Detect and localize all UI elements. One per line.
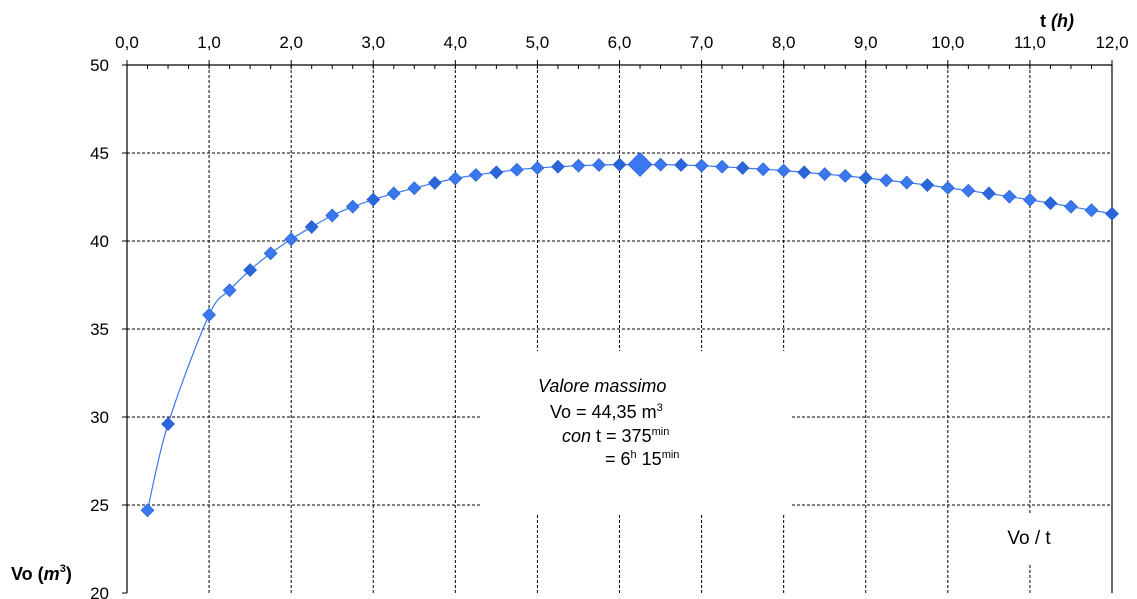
annotation-time-hours: = 6h 15min [605,449,680,469]
data-point-marker [345,199,360,214]
data-point-marker [427,175,442,190]
y-tick-label: 45 [90,144,109,163]
grid [127,65,1113,593]
data-point-marker [222,283,237,298]
data-point-marker [386,186,401,201]
data-point-marker [694,158,709,173]
x-tick-label: 4,0 [444,33,468,52]
data-point-marker [592,158,606,172]
y-tick-label: 25 [90,496,109,515]
data-point-marker [858,171,873,185]
data-point-marker [263,246,278,261]
data-point-marker [571,158,586,173]
data-point-marker [448,171,463,186]
data-point-marker [715,159,730,174]
axes [122,60,1113,594]
data-point-marker [612,157,627,172]
y-axis-title: Vo (m3) [11,563,72,584]
data-point-marker [243,263,258,277]
x-tick-label: 7,0 [690,33,714,52]
data-point-marker [1002,189,1017,204]
annotation-title: Valore massimo [538,376,667,396]
data-point-marker [1105,206,1119,221]
x-tick-label: 5,0 [526,33,550,52]
data-point-marker [468,168,483,182]
x-tick-label: 8,0 [772,33,796,52]
series-vo-t [140,152,1119,518]
annotation-time-minutes: con t = 375min [562,426,670,446]
data-point-marker [407,181,422,196]
data-point-marker [920,178,935,192]
data-point-marker [489,165,504,180]
data-point-marker [1022,192,1037,207]
data-point-marker [961,183,976,198]
x-tick-label: 3,0 [361,33,385,52]
data-point-marker [797,165,812,180]
data-point-marker [879,173,894,188]
data-point-marker [653,157,668,172]
x-tick-label: 0,0 [115,33,139,52]
y-tick-label: 40 [90,232,109,251]
data-point-marker [509,162,524,177]
legend-label: Vo / t [1007,528,1051,549]
data-point-marker [674,158,688,172]
data-point-marker [325,208,340,223]
data-point-marker [304,219,319,234]
data-point-marker [1064,199,1078,214]
data-point-marker [202,307,217,322]
data-point-marker [551,159,565,174]
y-tick-label: 30 [90,408,109,427]
data-point-marker [776,163,791,178]
data-point-marker [981,186,996,201]
x-tick-label: 12,0 [1095,33,1128,52]
data-point-marker [899,175,914,190]
x-tick-label: 9,0 [854,33,878,52]
x-tick-label: 1,0 [197,33,221,52]
data-point-marker [838,168,853,183]
legend: Vo / t [975,513,1083,564]
y-tick-label: 50 [90,56,109,75]
data-point-marker [530,161,545,175]
data-point-marker [161,417,175,431]
data-point-marker [940,180,955,195]
data-point-marker [817,167,832,182]
data-point-marker [284,232,299,247]
axis-titles: t (h) Vo (m3) [11,11,1074,584]
x-tick-label: 2,0 [279,33,303,52]
tick-labels: 0,0 1,0 2,0 3,0 4,0 5,0 6,0 7,0 8,0 9,0 10,0 11,0 12… [90,33,1128,599]
data-point-marker [735,161,750,175]
x-axis-title: t (h) [1040,11,1074,31]
x-tick-label: 6,0 [608,33,632,52]
data-point-marker [366,192,381,207]
data-point-marker [756,162,771,177]
data-point-marker [1043,196,1058,211]
data-point-marker [1084,203,1099,218]
y-tick-label: 35 [90,320,109,339]
data-point-marker [140,503,155,518]
x-tick-label: 11,0 [1014,33,1046,52]
annotation-vo-value: Vo = 44,35 m3 [550,402,663,422]
max-point-marker [627,152,653,177]
max-value-annotation: Valore massimo Vo = 44,35 m3 con t = 375… [482,351,792,513]
y-tick-label: 20 [90,584,109,599]
x-tick-label: 10,0 [931,33,964,52]
